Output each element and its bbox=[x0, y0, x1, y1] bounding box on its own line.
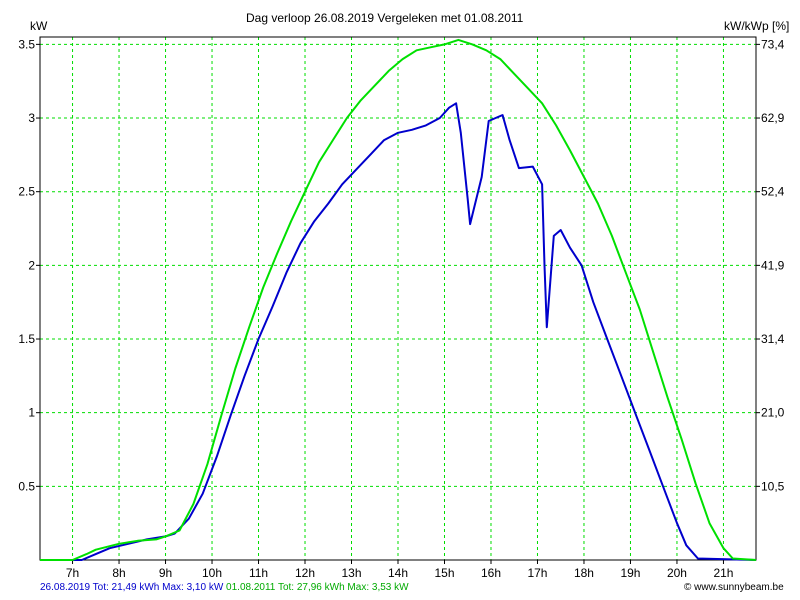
y-axis-left-label: kW bbox=[30, 19, 48, 33]
x-tick-label: 7h bbox=[66, 566, 79, 580]
x-tick-label: 9h bbox=[159, 566, 172, 580]
y-tick-label: 3 bbox=[28, 111, 35, 125]
y-tick-label: 2 bbox=[28, 258, 35, 272]
x-tick-label: 13h bbox=[341, 566, 361, 580]
y-right-tick-label: 41,9 bbox=[761, 258, 785, 272]
credit-text: © www.sunnybeam.be bbox=[684, 582, 784, 593]
y-right-tick-label: 62,9 bbox=[761, 111, 785, 125]
footer-series2-text: 01.08.2011 Tot: 27,96 kWh Max: 3,53 kW bbox=[226, 582, 409, 593]
grid-lines bbox=[40, 37, 756, 560]
footer-summary: 26.08.2019 Tot: 21,49 kWh Max: 3,10 kW 0… bbox=[40, 582, 409, 593]
y-right-tick-label: 31,4 bbox=[761, 332, 785, 346]
x-tick-label: 21h bbox=[713, 566, 733, 580]
x-tick-label: 20h bbox=[667, 566, 687, 580]
y-axis-left: 0.5 1 1.5 2 2.5 3 3.5 bbox=[18, 37, 40, 493]
x-tick-label: 15h bbox=[434, 566, 454, 580]
y-tick-label: 2.5 bbox=[18, 185, 35, 199]
x-tick-label: 12h bbox=[295, 566, 315, 580]
x-tick-label: 8h bbox=[112, 566, 125, 580]
x-tick-label: 14h bbox=[388, 566, 408, 580]
x-tick-label: 19h bbox=[620, 566, 640, 580]
y-right-tick-label: 10,5 bbox=[761, 479, 785, 493]
series-lines bbox=[40, 38, 757, 561]
x-tick-label: 11h bbox=[249, 566, 268, 580]
x-tick-label: 18h bbox=[574, 566, 594, 580]
chart-title: Dag verloop 26.08.2019 Vergeleken met 01… bbox=[246, 11, 524, 25]
x-tick-label: 17h bbox=[527, 566, 547, 580]
y-tick-label: 1 bbox=[28, 406, 35, 420]
y-tick-label: 1.5 bbox=[18, 332, 35, 346]
x-tick-label: 10h bbox=[202, 566, 222, 580]
y-axis-right-label: kW/kWp [%] bbox=[724, 19, 790, 33]
y-right-tick-label: 73,4 bbox=[761, 37, 785, 51]
y-right-tick-label: 52,4 bbox=[761, 185, 785, 199]
y-tick-label: 3.5 bbox=[18, 37, 35, 51]
series-line-01-08-2011 bbox=[40, 38, 757, 561]
y-axis-right: 10,5 21,0 31,4 41,9 52,4 62,9 73,4 bbox=[756, 37, 785, 493]
y-right-tick-label: 21,0 bbox=[761, 406, 785, 420]
footer-series1-text: 26.08.2019 Tot: 21,49 kWh Max: 3,10 kW bbox=[40, 582, 224, 593]
x-tick-label: 16h bbox=[481, 566, 501, 580]
y-tick-label: 0.5 bbox=[18, 479, 35, 493]
series-line-26-08-2019 bbox=[40, 102, 757, 561]
x-axis: 7h 8h 9h 10h 11h 12h 13h 14h 15h 16h 17h 18h 19h 20h 2… bbox=[66, 560, 733, 580]
